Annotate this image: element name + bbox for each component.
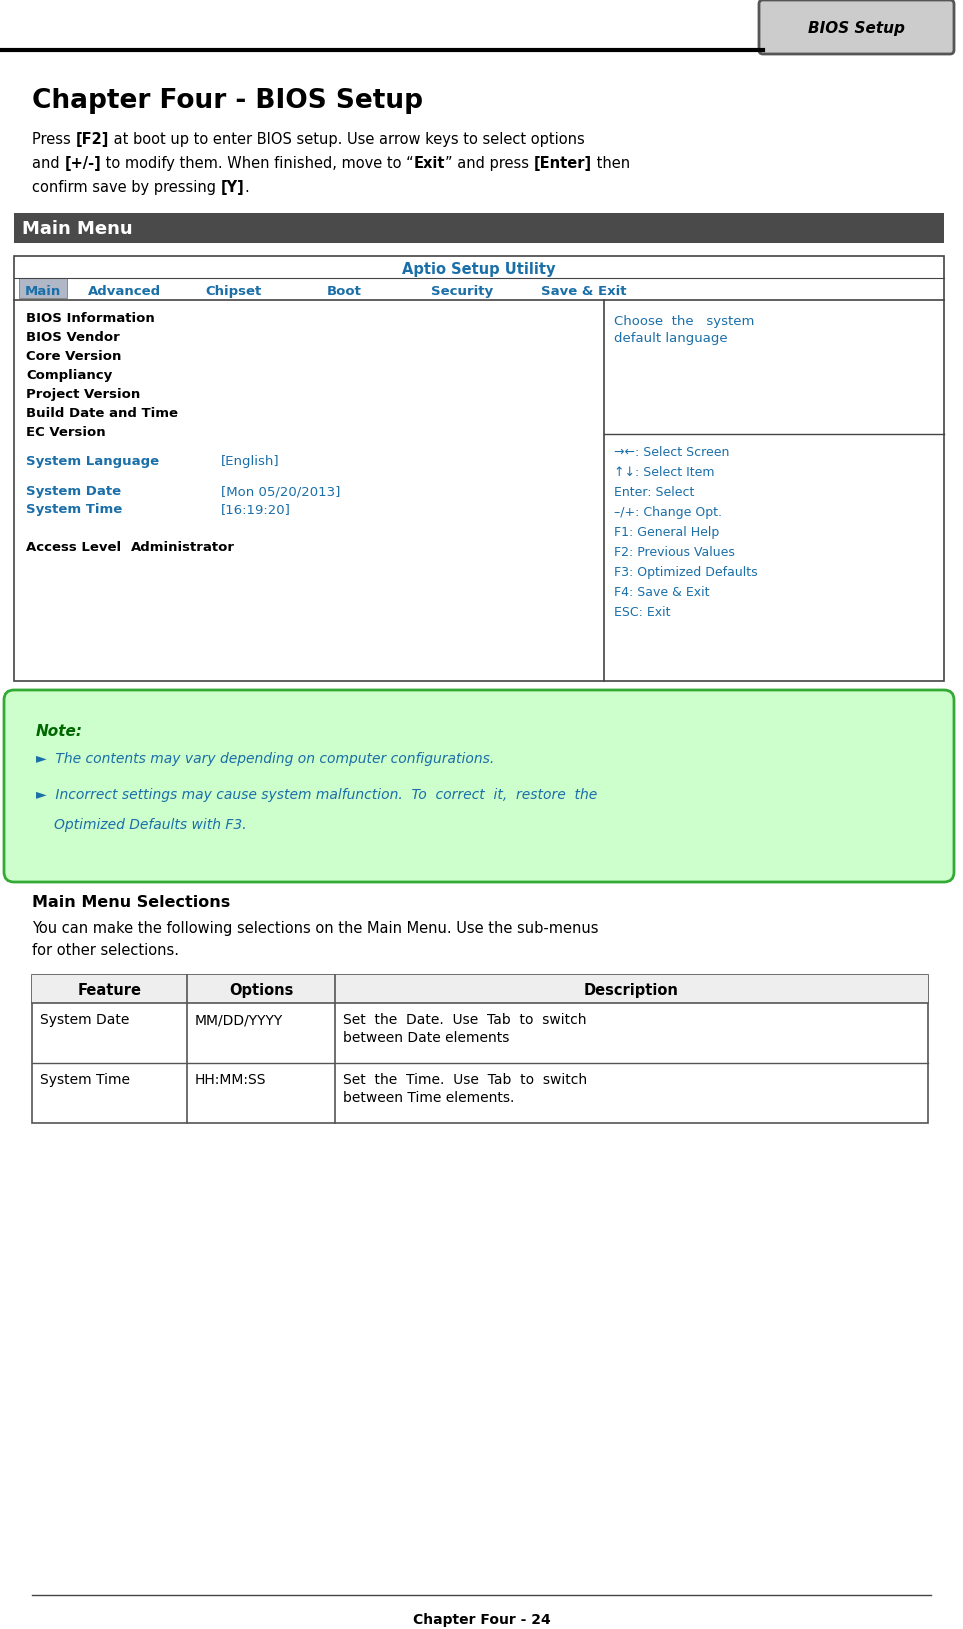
Text: F4: Save & Exit: F4: Save & Exit — [614, 586, 710, 599]
Text: BIOS Setup: BIOS Setup — [808, 21, 905, 36]
Text: Core Version: Core Version — [26, 350, 121, 363]
Text: Optimized Defaults with F3.: Optimized Defaults with F3. — [54, 818, 247, 832]
Text: Access Level: Access Level — [26, 541, 121, 554]
Text: HH:MM:SS: HH:MM:SS — [195, 1074, 267, 1087]
Text: Exit: Exit — [414, 156, 445, 171]
Text: Advanced: Advanced — [88, 285, 161, 298]
Text: to modify them. When finished, move to “: to modify them. When finished, move to “ — [101, 156, 414, 171]
Text: F1: General Help: F1: General Help — [614, 526, 719, 539]
Text: System Time: System Time — [26, 503, 122, 516]
Text: ►  The contents may vary depending on computer configurations.: ► The contents may vary depending on com… — [36, 753, 494, 766]
Text: MM/DD/YYYY: MM/DD/YYYY — [195, 1013, 283, 1026]
Text: F2: Previous Values: F2: Previous Values — [614, 546, 735, 559]
Text: Build Date and Time: Build Date and Time — [26, 407, 178, 420]
Text: Boot: Boot — [326, 285, 361, 298]
Text: [+/-]: [+/-] — [65, 156, 101, 171]
Text: ↑↓: Select Item: ↑↓: Select Item — [614, 466, 715, 479]
Bar — [19, 279, 67, 298]
Text: at boot up to enter BIOS setup. Use arrow keys to select options: at boot up to enter BIOS setup. Use arro… — [109, 132, 585, 147]
Text: ” and press: ” and press — [445, 156, 534, 171]
Text: Compliancy: Compliancy — [26, 370, 113, 381]
Text: Set  the  Date.  Use  Tab  to  switch: Set the Date. Use Tab to switch — [343, 1013, 586, 1026]
Text: Options: Options — [229, 982, 293, 997]
Bar — [32, 976, 928, 1122]
Text: System Time: System Time — [40, 1074, 130, 1087]
Text: System Language: System Language — [26, 454, 159, 468]
Text: Set  the  Time.  Use  Tab  to  switch: Set the Time. Use Tab to switch — [343, 1074, 587, 1087]
Text: Save & Exit: Save & Exit — [541, 285, 627, 298]
Bar — [14, 213, 944, 243]
Text: EC Version: EC Version — [26, 427, 106, 438]
Text: then: then — [592, 156, 630, 171]
Text: Administrator: Administrator — [131, 541, 235, 554]
Bar — [32, 976, 928, 1003]
Text: Choose  the   system
default language: Choose the system default language — [614, 314, 754, 345]
Text: [F2]: [F2] — [75, 132, 109, 147]
Text: BIOS Information: BIOS Information — [26, 313, 155, 326]
Text: F3: Optimized Defaults: F3: Optimized Defaults — [614, 565, 758, 578]
Text: Chapter Four - 24: Chapter Four - 24 — [412, 1613, 551, 1627]
Text: .: . — [245, 179, 249, 195]
Text: [Mon 05/20/2013]: [Mon 05/20/2013] — [221, 485, 340, 498]
Text: Project Version: Project Version — [26, 388, 141, 401]
Text: Chipset: Chipset — [206, 285, 262, 298]
Text: [English]: [English] — [221, 454, 279, 468]
Text: between Date elements: between Date elements — [343, 1031, 509, 1044]
Text: →←: Select Screen: →←: Select Screen — [614, 446, 729, 459]
Text: for other selections.: for other selections. — [32, 943, 179, 958]
Text: ESC: Exit: ESC: Exit — [614, 606, 670, 619]
Text: You can make the following selections on the Main Menu. Use the sub-menus: You can make the following selections on… — [32, 920, 598, 937]
Text: Description: Description — [585, 982, 679, 997]
Text: [Y]: [Y] — [221, 179, 245, 195]
Text: and: and — [32, 156, 65, 171]
Text: [16:19:20]: [16:19:20] — [221, 503, 291, 516]
FancyBboxPatch shape — [759, 0, 954, 54]
Text: between Time elements.: between Time elements. — [343, 1091, 514, 1104]
Text: confirm save by pressing: confirm save by pressing — [32, 179, 221, 195]
Text: Enter: Select: Enter: Select — [614, 485, 694, 498]
FancyBboxPatch shape — [4, 691, 954, 881]
Text: Feature: Feature — [77, 982, 142, 997]
Text: System Date: System Date — [26, 485, 121, 498]
Text: Security: Security — [430, 285, 493, 298]
Text: [Enter]: [Enter] — [534, 156, 592, 171]
Text: Main: Main — [25, 285, 61, 298]
Text: BIOS Vendor: BIOS Vendor — [26, 331, 119, 344]
Text: Chapter Four - BIOS Setup: Chapter Four - BIOS Setup — [32, 88, 423, 114]
Bar — [14, 256, 944, 681]
Text: Main Menu: Main Menu — [22, 220, 133, 238]
Text: ►  Incorrect settings may cause system malfunction.  To  correct  it,  restore  : ► Incorrect settings may cause system ma… — [36, 788, 597, 801]
Text: Aptio Setup Utility: Aptio Setup Utility — [403, 262, 556, 277]
Text: Note:: Note: — [36, 723, 83, 740]
Text: System Date: System Date — [40, 1013, 129, 1026]
Text: –/+: Change Opt.: –/+: Change Opt. — [614, 507, 722, 520]
Text: Press: Press — [32, 132, 75, 147]
Text: Main Menu Selections: Main Menu Selections — [32, 894, 230, 911]
